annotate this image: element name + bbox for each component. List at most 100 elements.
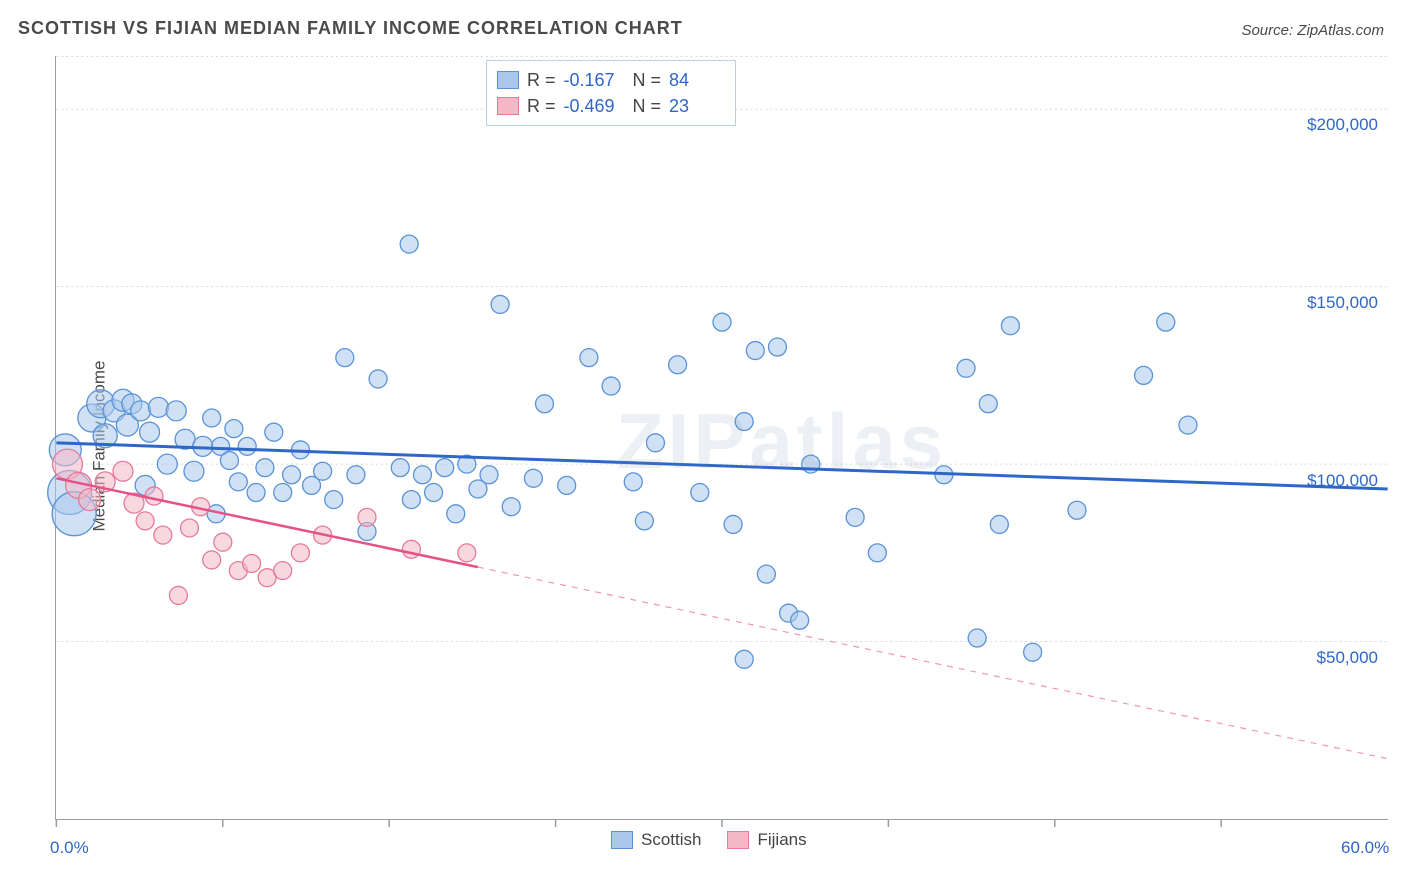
data-point — [957, 359, 975, 377]
legend-swatch — [611, 831, 633, 849]
data-point — [447, 505, 465, 523]
data-point — [669, 356, 687, 374]
legend-label: Fijians — [757, 830, 806, 850]
legend-item: Scottish — [611, 830, 701, 850]
data-point — [735, 650, 753, 668]
trend-line-extrapolated — [478, 567, 1388, 759]
data-point — [646, 434, 664, 452]
data-point — [243, 554, 261, 572]
y-tick-label: $150,000 — [1307, 293, 1378, 313]
n-value: 84 — [669, 70, 725, 91]
data-point — [400, 235, 418, 253]
data-point — [502, 498, 520, 516]
data-point — [846, 508, 864, 526]
data-point — [524, 469, 542, 487]
legend-swatch — [497, 71, 519, 89]
data-point — [491, 295, 509, 313]
data-point — [247, 484, 265, 502]
data-point — [635, 512, 653, 530]
data-point — [757, 565, 775, 583]
data-point — [458, 544, 476, 562]
data-point — [979, 395, 997, 413]
source-credit: Source: ZipAtlas.com — [1241, 22, 1384, 39]
data-point — [274, 562, 292, 580]
x-tick-label: 60.0% — [1341, 838, 1389, 858]
data-point — [391, 459, 409, 477]
data-point — [169, 586, 187, 604]
data-point — [480, 466, 498, 484]
data-point — [558, 476, 576, 494]
data-point — [768, 338, 786, 356]
legend-label: Scottish — [641, 830, 701, 850]
data-point — [220, 452, 238, 470]
r-value: -0.167 — [564, 70, 620, 91]
data-point — [1068, 501, 1086, 519]
data-point — [140, 422, 160, 442]
data-point — [157, 454, 177, 474]
data-point — [214, 533, 232, 551]
data-point — [868, 544, 886, 562]
data-point — [1135, 366, 1153, 384]
data-point — [1024, 643, 1042, 661]
data-point — [746, 342, 764, 360]
legend-item: Fijians — [727, 830, 806, 850]
y-tick-label: $50,000 — [1317, 648, 1378, 668]
y-tick-label: $100,000 — [1307, 471, 1378, 491]
data-point — [347, 466, 365, 484]
data-point — [602, 377, 620, 395]
data-point — [968, 629, 986, 647]
data-point — [145, 487, 163, 505]
data-point — [413, 466, 431, 484]
data-point — [154, 526, 172, 544]
data-point — [713, 313, 731, 331]
series-legend: Scottish Fijians — [611, 830, 821, 850]
plot-area: ZIPatlas $50,000$100,000$150,000$200,000… — [55, 56, 1388, 820]
data-point — [735, 413, 753, 431]
x-tick-label: 0.0% — [50, 838, 89, 858]
data-point — [184, 461, 204, 481]
data-point — [624, 473, 642, 491]
scatter-plot-svg — [56, 56, 1388, 819]
data-point — [369, 370, 387, 388]
data-point — [691, 484, 709, 502]
data-point — [203, 409, 221, 427]
data-point — [225, 420, 243, 438]
data-point — [283, 466, 301, 484]
data-point — [79, 489, 101, 511]
data-point — [136, 512, 154, 530]
data-point — [724, 515, 742, 533]
data-point — [113, 461, 133, 481]
data-point — [436, 459, 454, 477]
data-point — [1001, 317, 1019, 335]
data-point — [265, 423, 283, 441]
chart-title: SCOTTISH VS FIJIAN MEDIAN FAMILY INCOME … — [18, 18, 683, 39]
legend-stat-row: R =-0.167 N =84 — [497, 67, 725, 93]
data-point — [580, 349, 598, 367]
data-point — [256, 459, 274, 477]
data-point — [181, 519, 199, 537]
data-point — [990, 515, 1008, 533]
y-tick-label: $200,000 — [1307, 115, 1378, 135]
data-point — [358, 508, 376, 526]
data-point — [425, 484, 443, 502]
data-point — [791, 611, 809, 629]
data-point — [314, 462, 332, 480]
data-point — [131, 401, 151, 421]
data-point — [336, 349, 354, 367]
data-point — [325, 491, 343, 509]
data-point — [536, 395, 554, 413]
chart-root: SCOTTISH VS FIJIAN MEDIAN FAMILY INCOME … — [0, 0, 1406, 892]
correlation-legend: R =-0.167 N =84R =-0.469 N =23 — [486, 60, 736, 126]
legend-swatch — [497, 97, 519, 115]
data-point — [274, 484, 292, 502]
data-point — [291, 544, 309, 562]
data-point — [166, 401, 186, 421]
data-point — [1157, 313, 1175, 331]
data-point — [1179, 416, 1197, 434]
data-point — [402, 491, 420, 509]
r-value: -0.469 — [564, 96, 620, 117]
data-point — [238, 437, 256, 455]
data-point — [148, 397, 168, 417]
legend-swatch — [727, 831, 749, 849]
n-value: 23 — [669, 96, 725, 117]
